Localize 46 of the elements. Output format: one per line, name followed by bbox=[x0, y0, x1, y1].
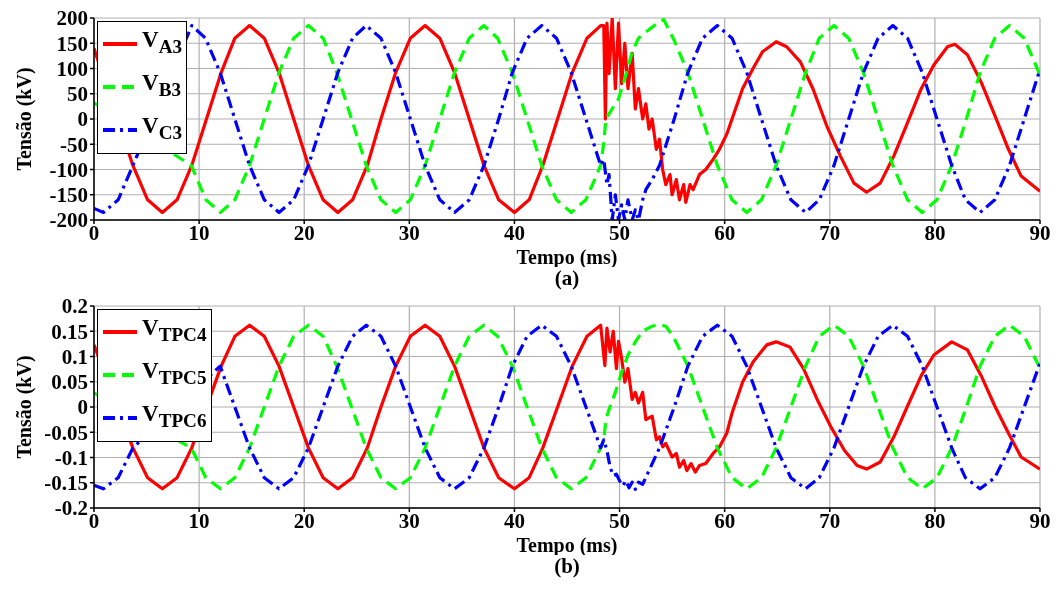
x-tick-label: 50 bbox=[609, 220, 631, 245]
x-tick-label: 90 bbox=[1029, 508, 1051, 533]
x-tick-label: 70 bbox=[819, 220, 841, 245]
y-tick-label: -0.05 bbox=[44, 420, 88, 445]
y-tick-label: -0.1 bbox=[54, 445, 88, 470]
y-tick-label: -50 bbox=[60, 132, 88, 157]
x-tick-label: 70 bbox=[819, 508, 841, 533]
y-tick-label: -150 bbox=[49, 183, 88, 208]
y-tick-label: 0 bbox=[77, 107, 88, 132]
x-tick-label: 60 bbox=[714, 508, 736, 533]
x-tick-label: 80 bbox=[924, 220, 946, 245]
y-tick-label: -200 bbox=[49, 208, 88, 233]
y-tick-label: 200 bbox=[56, 6, 88, 31]
legend-label: V$_{TPC5}$ bbox=[142, 358, 207, 390]
x-tick-label: 10 bbox=[188, 220, 210, 245]
legend-label: V$_{C3}$ bbox=[142, 113, 183, 145]
y-tick-label: 0.2 bbox=[61, 294, 88, 319]
x-tick-label: 90 bbox=[1029, 220, 1051, 245]
legend-label: V$_{B3}$ bbox=[142, 70, 181, 102]
y-tick-label: 0.15 bbox=[51, 319, 88, 344]
text: (b) bbox=[554, 554, 580, 579]
x-tick-label: 40 bbox=[503, 508, 525, 533]
text: (a) bbox=[554, 266, 580, 291]
y-tick-label: 0.05 bbox=[51, 370, 88, 395]
y-tick-label: 50 bbox=[67, 82, 88, 107]
y-tick-label: -0.15 bbox=[44, 471, 88, 496]
y-tick-label: 100 bbox=[56, 56, 88, 81]
x-tick-label: 30 bbox=[398, 508, 420, 533]
y-axis-title: Tensão (kV) bbox=[13, 67, 37, 171]
x-tick-label: 50 bbox=[609, 508, 631, 533]
legend-label: V$_{TPC6}$ bbox=[142, 401, 207, 433]
x-tick-label: 10 bbox=[188, 508, 210, 533]
y-tick-label: 0.1 bbox=[61, 344, 88, 369]
y-axis-title: Tensão (kV) bbox=[13, 355, 37, 459]
x-tick-label: 30 bbox=[398, 220, 420, 245]
legend-label: V$_{A3}$ bbox=[142, 27, 183, 59]
y-tick-label: -0.2 bbox=[54, 496, 88, 521]
x-tick-label: 20 bbox=[293, 220, 315, 245]
y-tick-label: 150 bbox=[56, 31, 88, 56]
legend-label: V$_{TPC4}$ bbox=[142, 315, 207, 347]
x-tick-label: 40 bbox=[503, 220, 525, 245]
x-tick-label: 20 bbox=[293, 508, 315, 533]
y-tick-label: -100 bbox=[49, 157, 88, 182]
x-tick-label: 80 bbox=[924, 508, 946, 533]
y-tick-label: 0 bbox=[77, 395, 88, 420]
x-tick-label: 60 bbox=[714, 220, 736, 245]
